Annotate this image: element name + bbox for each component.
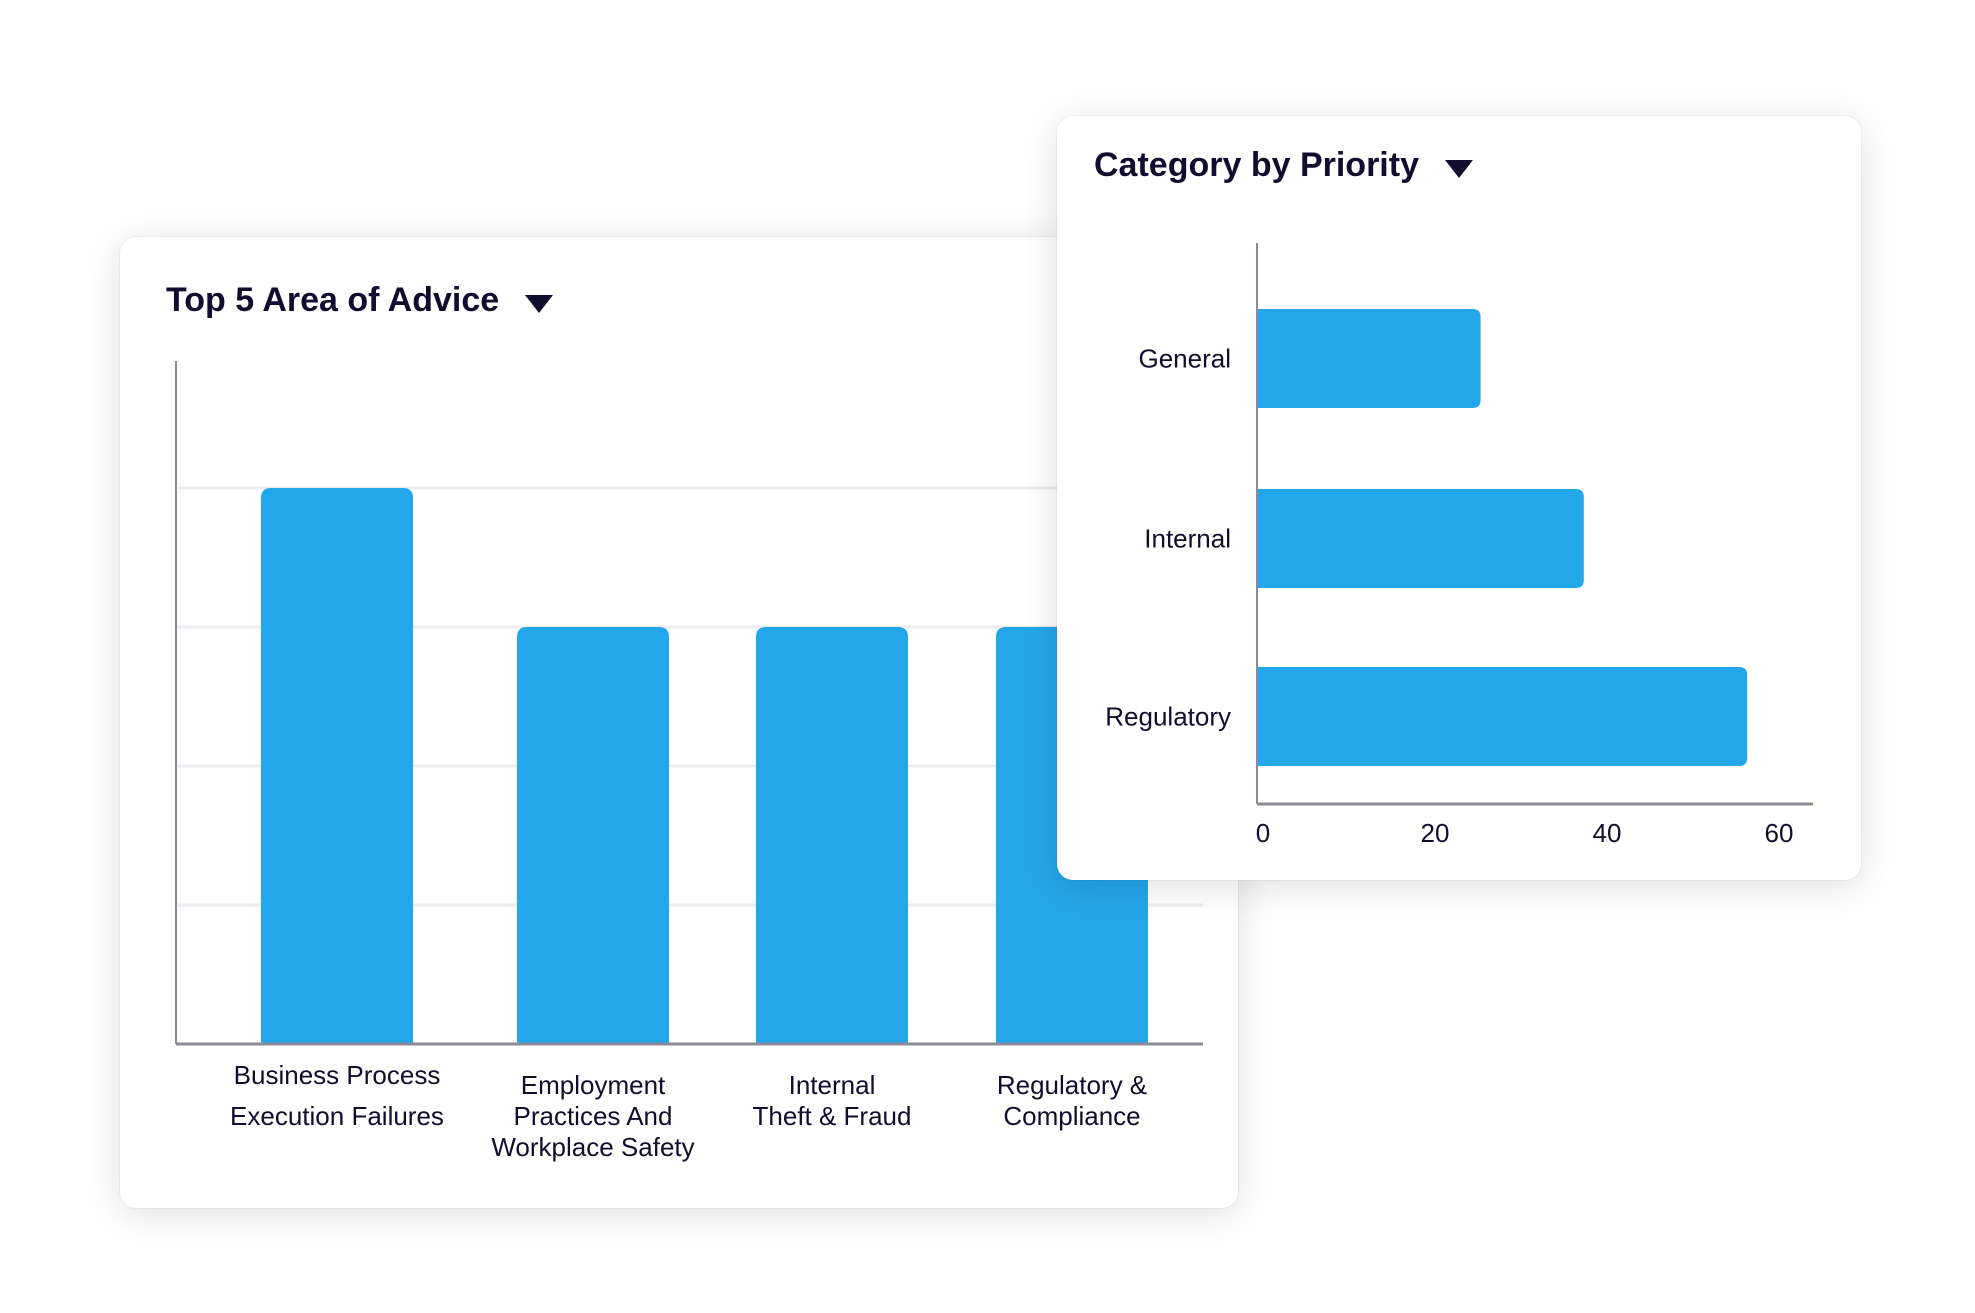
bar-0 (261, 488, 413, 1044)
x-tick-label: Execution Failures (230, 1101, 444, 1131)
category-priority-title-text: Category by Priority (1094, 146, 1419, 184)
x-tick-label: Internal (789, 1070, 876, 1100)
x-tick-label: 60 (1765, 818, 1794, 848)
bar-internal (1257, 489, 1584, 588)
x-tick-label: Business Process (234, 1060, 441, 1090)
x-tick-label: Employment (521, 1070, 666, 1100)
x-tick-label: Practices And (514, 1101, 673, 1131)
y-tick-label: General (1139, 344, 1232, 374)
bar-2 (756, 627, 908, 1044)
x-tick-label: Theft & Fraud (753, 1101, 912, 1131)
x-tick-label: 40 (1593, 818, 1622, 848)
x-tick-label: Workplace Safety (491, 1132, 694, 1162)
bar-1 (517, 627, 669, 1044)
category-priority-chart: General Internal Regulatory 0 20 40 60 (1105, 243, 1813, 848)
x-tick-label: Regulatory & (997, 1070, 1147, 1100)
caret-down-icon[interactable] (1444, 159, 1473, 178)
bar-general (1257, 309, 1481, 408)
top-areas-title[interactable]: Top 5 Area of Advice (166, 281, 554, 320)
category-priority-title[interactable]: Category by Priority (1094, 146, 1473, 185)
x-tick-label: 0 (1256, 818, 1270, 848)
bar-regulatory (1257, 667, 1748, 766)
x-tick-label: 20 (1421, 818, 1450, 848)
category-priority-card: Category by Priority General Internal Regu… (1057, 116, 1861, 880)
x-tick-label: Compliance (1003, 1101, 1140, 1131)
top-areas-title-text: Top 5 Area of Advice (166, 281, 500, 319)
caret-down-icon[interactable] (525, 294, 554, 313)
y-tick-label: Regulatory (1105, 702, 1231, 732)
y-tick-label: Internal (1144, 524, 1231, 554)
